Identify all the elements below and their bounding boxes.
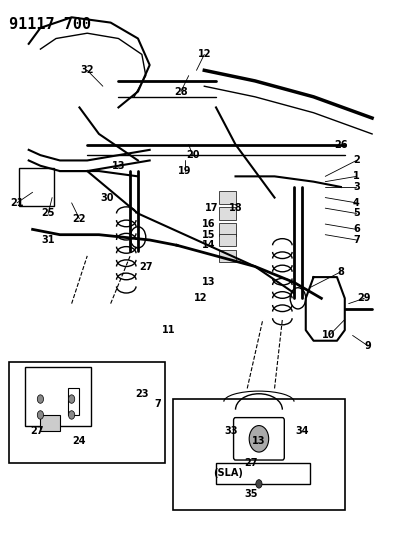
FancyBboxPatch shape: [219, 191, 236, 204]
Bar: [173, 399, 345, 511]
Text: 29: 29: [358, 293, 371, 303]
Text: 27: 27: [139, 262, 152, 271]
Text: 27: 27: [30, 426, 43, 436]
Text: 22: 22: [73, 214, 86, 224]
Text: 18: 18: [229, 203, 242, 213]
Text: 33: 33: [225, 426, 239, 436]
Text: 20: 20: [186, 150, 199, 160]
Circle shape: [249, 425, 269, 452]
Text: 34: 34: [295, 426, 309, 436]
Text: 21: 21: [10, 198, 24, 208]
Text: 14: 14: [202, 240, 215, 251]
Text: 35: 35: [244, 489, 258, 499]
Text: 7: 7: [353, 235, 360, 245]
Text: 8: 8: [338, 267, 344, 277]
Text: 15: 15: [202, 230, 215, 240]
Text: 91117 700: 91117 700: [9, 17, 91, 33]
Text: 13: 13: [112, 161, 125, 171]
Text: 11: 11: [162, 325, 176, 335]
Circle shape: [37, 395, 44, 403]
Circle shape: [68, 395, 75, 403]
Text: 25: 25: [42, 208, 55, 219]
Text: 7: 7: [154, 399, 161, 409]
Text: 13: 13: [202, 277, 215, 287]
Text: (SLA): (SLA): [213, 469, 242, 478]
Bar: [40, 415, 60, 431]
Circle shape: [37, 411, 44, 419]
Circle shape: [256, 480, 262, 488]
Text: 2: 2: [353, 156, 360, 165]
FancyBboxPatch shape: [219, 249, 236, 262]
Text: 30: 30: [100, 192, 114, 203]
Circle shape: [68, 411, 75, 419]
FancyBboxPatch shape: [219, 233, 236, 246]
Text: 32: 32: [81, 66, 94, 75]
Text: 4: 4: [353, 198, 360, 208]
FancyBboxPatch shape: [219, 207, 236, 220]
Bar: [68, 389, 79, 415]
Text: 9: 9: [365, 341, 371, 351]
Text: 12: 12: [198, 50, 211, 59]
Text: 3: 3: [353, 182, 360, 192]
Text: 10: 10: [322, 330, 336, 341]
Text: 24: 24: [73, 437, 86, 447]
Text: 13: 13: [252, 437, 266, 447]
Text: 12: 12: [194, 293, 207, 303]
Text: 26: 26: [334, 140, 348, 150]
Bar: [9, 362, 165, 463]
Text: 17: 17: [206, 203, 219, 213]
Text: 16: 16: [202, 219, 215, 229]
FancyBboxPatch shape: [219, 223, 236, 236]
Bar: [216, 463, 310, 484]
Text: 31: 31: [42, 235, 55, 245]
Text: 27: 27: [244, 458, 258, 467]
Text: 1: 1: [353, 172, 360, 181]
Text: 5: 5: [353, 208, 360, 219]
Text: 19: 19: [178, 166, 191, 176]
Text: 6: 6: [353, 224, 360, 235]
Text: 28: 28: [174, 86, 188, 96]
Text: 23: 23: [135, 389, 149, 399]
